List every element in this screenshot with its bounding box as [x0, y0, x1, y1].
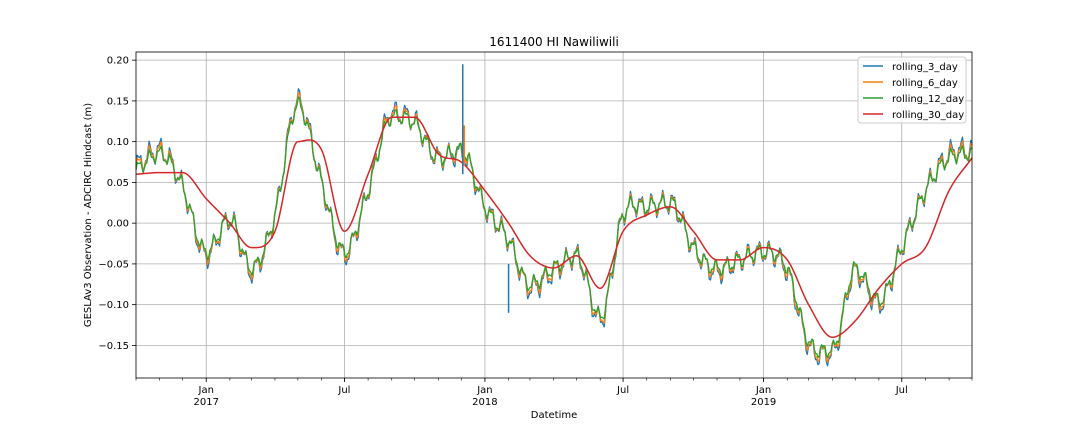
x-tick-label: Jul	[337, 385, 350, 396]
x-tick-label: Jan	[476, 385, 492, 396]
x-tick-label: Jul	[895, 385, 908, 396]
series-line-rolling-30-day	[135, 116, 973, 338]
x-tick-label: Jan	[755, 385, 771, 396]
x-tick-label: Jul	[616, 385, 629, 396]
series-layer	[135, 88, 973, 367]
series-line-rolling-12-day	[135, 96, 973, 359]
y-tick-label: 0.10	[107, 137, 129, 148]
y-tick-label: 0.00	[107, 219, 129, 230]
y-tick-label: 0.15	[107, 96, 129, 107]
y-tick-label: 0.20	[107, 56, 129, 67]
legend-label-rolling-6-day: rolling_6_day	[892, 78, 958, 89]
x-tick-year-label: 2018	[472, 397, 497, 408]
y-tick-label: −0.10	[98, 300, 129, 311]
spikes-layer	[462, 64, 510, 313]
legend: rolling_3_day rolling_6_day rolling_12_d…	[857, 56, 967, 124]
x-axis-label: Datetime	[531, 410, 578, 421]
x-tick-label: Jan	[198, 385, 214, 396]
y-tick-label: 0.05	[107, 178, 129, 189]
legend-box	[857, 56, 967, 124]
x-tick-year-label: 2019	[751, 397, 776, 408]
legend-label-rolling-30-day: rolling_30_day	[892, 110, 964, 121]
y-axis: −0.15 −0.10 −0.05 0.00 0.05 0.10 0.15 0.20	[98, 56, 136, 352]
legend-label-rolling-12-day: rolling_12_day	[892, 94, 964, 105]
y-tick-label: −0.05	[98, 259, 129, 270]
plot-frame	[135, 51, 973, 379]
y-tick-label: −0.15	[98, 341, 129, 352]
y-axis-label: GESLAv3 Observation - ADCIRC Hindcast (m…	[83, 103, 94, 327]
chart-title: 1611400 HI Nawiliwili	[489, 35, 619, 49]
legend-label-rolling-3-day: rolling_3_day	[892, 62, 958, 73]
x-tick-year-label: 2017	[194, 397, 219, 408]
